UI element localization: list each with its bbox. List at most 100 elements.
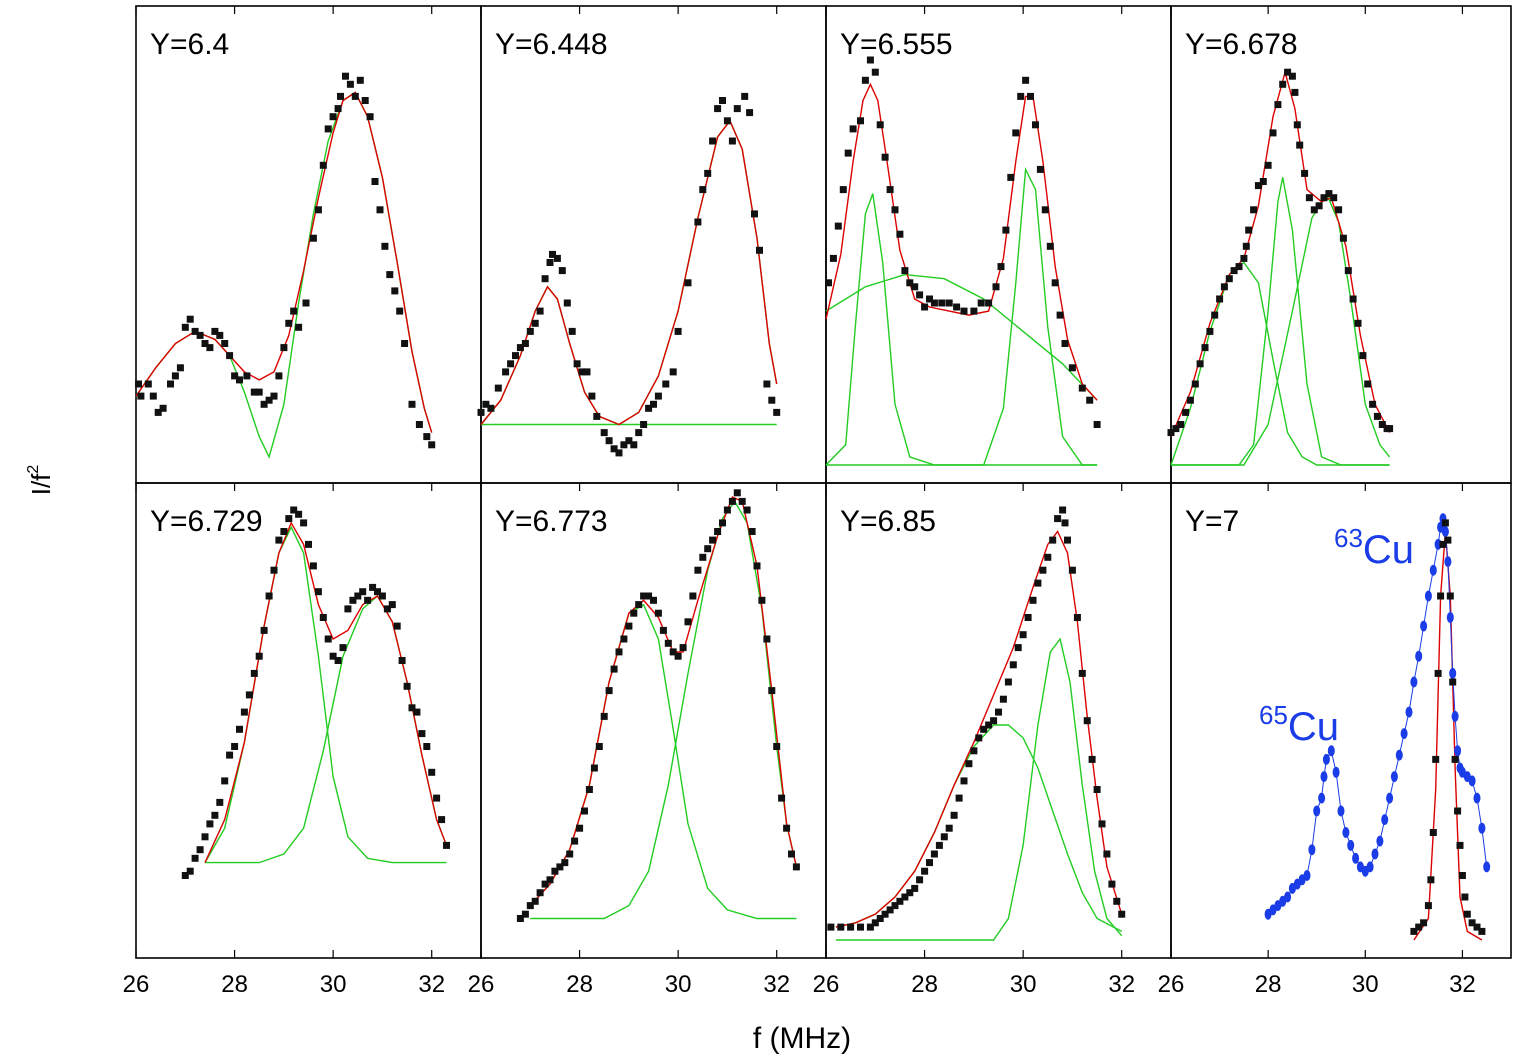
- data-point: [945, 299, 953, 307]
- data-point: [1078, 669, 1086, 677]
- data-point: [1458, 872, 1466, 879]
- panel-3: Y=6.555: [825, 5, 1172, 484]
- cu-data-point: [1478, 822, 1486, 834]
- data-point: [438, 816, 446, 824]
- data-point: [849, 125, 857, 133]
- cu-data-point: [1410, 676, 1418, 688]
- component-fit-curve: [1171, 192, 1391, 466]
- data-point: [280, 528, 288, 535]
- panel-frame: [1170, 482, 1512, 959]
- component-fit-curve: [529, 603, 797, 920]
- data-point: [844, 149, 852, 157]
- data-point: [1293, 121, 1301, 129]
- data-point: [581, 807, 588, 815]
- data-point: [1434, 669, 1442, 677]
- data-point: [901, 893, 909, 901]
- data-point: [216, 798, 224, 806]
- data-point: [408, 704, 416, 712]
- isotope-annotation: 65Cu: [1259, 700, 1339, 749]
- data-point: [600, 712, 608, 720]
- cu-data-point: [1454, 745, 1462, 757]
- data-point: [302, 299, 310, 307]
- data-point: [593, 412, 601, 420]
- data-point: [250, 388, 258, 396]
- component-fit-curve: [480, 119, 778, 426]
- x-axis-label: f (MHz): [753, 1022, 851, 1055]
- data-point: [625, 622, 633, 630]
- data-point: [1424, 902, 1432, 910]
- data-point: [250, 669, 258, 677]
- data-point: [319, 614, 327, 621]
- data-point: [374, 588, 381, 596]
- cu-data-point: [1381, 814, 1389, 826]
- data-point: [664, 639, 672, 647]
- isotope-annotation: 63Cu: [1334, 523, 1414, 572]
- data-point: [206, 820, 214, 828]
- data-point: [526, 902, 534, 910]
- data-point: [423, 743, 431, 750]
- data-point: [231, 743, 239, 750]
- data-point: [571, 837, 579, 845]
- data-point: [546, 876, 554, 884]
- data-point: [916, 876, 924, 884]
- data-point: [1240, 254, 1248, 262]
- data-point: [1279, 80, 1287, 88]
- data-point: [866, 56, 874, 64]
- data-point: [324, 635, 332, 643]
- data-point: [837, 923, 845, 931]
- data-point: [573, 360, 581, 368]
- data-point: [1354, 319, 1362, 327]
- data-point: [502, 368, 510, 376]
- data-point: [206, 344, 214, 352]
- data-point: [418, 730, 426, 738]
- data-point: [260, 400, 268, 408]
- data-point: [388, 601, 396, 609]
- data-point: [921, 867, 929, 875]
- panel-label: Y=6.773: [495, 505, 608, 538]
- data-point: [1335, 206, 1343, 214]
- data-point: [342, 72, 349, 80]
- cu-data-point: [1318, 792, 1326, 804]
- data-point: [640, 421, 648, 428]
- data-point: [135, 380, 142, 388]
- cu-data-point: [1327, 745, 1335, 757]
- data-point: [896, 897, 904, 905]
- data-point: [935, 841, 943, 849]
- x-tick-label: 30: [1352, 971, 1379, 998]
- data-point: [1059, 506, 1067, 514]
- data-point: [196, 331, 204, 339]
- x-tick-label: 26: [123, 971, 150, 998]
- data-point: [305, 540, 312, 548]
- data-point: [186, 315, 194, 323]
- data-point: [1225, 275, 1233, 283]
- data-point: [926, 859, 933, 867]
- data-point: [709, 137, 717, 145]
- data-point: [1103, 850, 1111, 858]
- data-point: [1083, 717, 1091, 725]
- data-point: [1061, 519, 1069, 527]
- data-point: [1024, 614, 1032, 621]
- data-point: [1441, 519, 1449, 527]
- data-point: [1230, 267, 1238, 275]
- data-point: [719, 519, 726, 527]
- data-point: [684, 618, 692, 626]
- data-point: [1172, 425, 1180, 433]
- data-point: [1004, 678, 1012, 686]
- cu-data-point: [1400, 728, 1408, 740]
- data-point: [891, 902, 899, 910]
- data-point: [583, 368, 591, 376]
- data-point: [1250, 206, 1258, 214]
- data-point: [1454, 807, 1462, 815]
- data-point: [558, 267, 566, 275]
- data-point: [260, 626, 268, 634]
- data-point: [403, 682, 411, 690]
- data-point: [605, 437, 613, 445]
- cu-data-point: [1483, 861, 1491, 873]
- data-point: [1320, 194, 1328, 202]
- data-point: [507, 360, 515, 368]
- data-point: [309, 562, 317, 570]
- data-point: [975, 734, 983, 742]
- data-point: [1369, 400, 1377, 408]
- data-point: [1254, 182, 1262, 190]
- y-axis-label: I/f2: [25, 465, 56, 496]
